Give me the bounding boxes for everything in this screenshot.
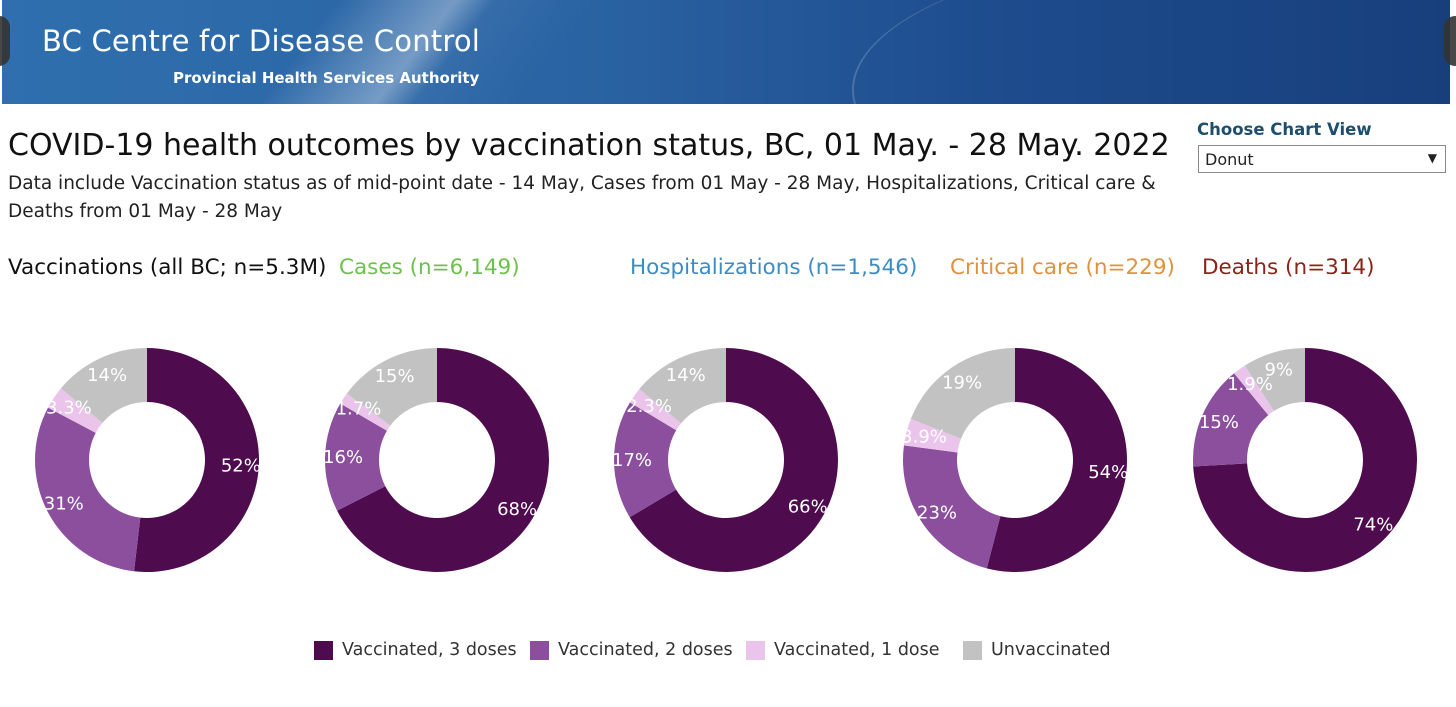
donut-label-vaccinated-3-doses: 74%: [1353, 515, 1393, 536]
legend-label: Unvaccinated: [991, 640, 1111, 660]
donut-label-unvaccinated: 19%: [942, 372, 982, 393]
legend-label: Vaccinated, 1 dose: [774, 640, 940, 660]
donut-label-vaccinated-3-doses: 68%: [497, 499, 537, 520]
donut-slice-vaccinated-3-doses[interactable]: [337, 348, 549, 572]
donut-chart-cases: 68% 16% 1.7% 15%: [323, 348, 549, 572]
donut-slice-vaccinated-2-doses[interactable]: [903, 445, 1001, 569]
legend-label: Vaccinated, 2 doses: [558, 640, 733, 660]
donut-chart-deaths: 74% 15% 1.9%9%: [1193, 348, 1417, 572]
legend-item-vax3: Vaccinated, 3 doses: [314, 640, 517, 660]
donut-chart-critical-care: 54% 23% 3.9% 19%: [901, 348, 1128, 572]
donut-label-vaccinated-2-doses: 17%: [612, 450, 652, 471]
legend-item-vax1: Vaccinated, 1 dose: [746, 640, 940, 660]
donut-label-vaccinated-1-dose: 3.3%: [46, 398, 92, 419]
page-subtitle: Data include Vaccination status as of mi…: [8, 173, 1156, 222]
previous-arrow-icon[interactable]: [0, 16, 10, 66]
donut-slice-unvaccinated[interactable]: [60, 348, 147, 423]
donut-label-vaccinated-2-doses: 16%: [323, 447, 363, 468]
donut-label-unvaccinated: 15%: [375, 366, 415, 387]
org-subtitle: Provincial Health Services Authority: [173, 69, 480, 87]
donut-label-vaccinated-3-doses: 54%: [1088, 462, 1128, 483]
header-banner: BC Centre for Disease Control Provincial…: [2, 0, 1450, 104]
chart-title-deaths: Deaths (n=314): [1202, 255, 1375, 280]
donut-slice-vaccinated-1-dose[interactable]: [340, 393, 391, 431]
donut-label-vaccinated-3-doses: 52%: [221, 455, 261, 476]
donut-label-vaccinated-2-doses: 15%: [1199, 412, 1239, 433]
donut-slice-vaccinated-3-doses[interactable]: [1193, 348, 1417, 572]
banner-decoration: [852, 0, 1450, 104]
legend-swatch: [314, 640, 333, 660]
donut-label-unvaccinated: 14%: [666, 365, 706, 386]
donut-slice-vaccinated-2-doses[interactable]: [614, 402, 677, 518]
donut-slice-vaccinated-1-dose[interactable]: [1234, 365, 1274, 416]
legend-item-unvax: Unvaccinated: [963, 640, 1111, 660]
legend-swatch: [530, 640, 549, 660]
donut-label-vaccinated-1-dose: 2.3%: [626, 396, 672, 417]
chart-title-hospitalizations: Hospitalizations (n=1,546): [630, 255, 918, 280]
donut-label-unvaccinated: 9%: [1264, 360, 1293, 381]
donut-label-unvaccinated: 14%: [87, 365, 127, 386]
donut-slice-vaccinated-1-dose[interactable]: [48, 388, 103, 433]
donut-label-vaccinated-1-dose: 1.9%: [1227, 374, 1273, 395]
donut-label-vaccinated-2-doses: 23%: [917, 503, 957, 524]
donut-label-vaccinated-1-dose: 1.7%: [336, 398, 382, 419]
donut-slice-vaccinated-3-doses[interactable]: [134, 348, 259, 572]
legend-swatch: [746, 640, 765, 660]
donut-slice-vaccinated-1-dose[interactable]: [629, 389, 682, 431]
donut-slice-unvaccinated[interactable]: [346, 348, 437, 426]
donut-chart-hospitalizations: 66% 17% 2.3% 14%: [612, 348, 838, 572]
chart-title-cases: Cases (n=6,149): [339, 255, 520, 280]
legend-item-vax2: Vaccinated, 2 doses: [530, 640, 733, 660]
donut-slice-vaccinated-1-dose[interactable]: [903, 418, 962, 453]
donut-slice-unvaccinated[interactable]: [639, 348, 726, 424]
chart-view-dropdown[interactable]: Donut ▼: [1198, 145, 1446, 173]
legend-label: Vaccinated, 3 doses: [342, 640, 517, 660]
chart-title-vaccinations: Vaccinations (all BC; n=5.3M): [8, 255, 327, 280]
donut-label-vaccinated-1-dose: 3.9%: [901, 426, 947, 447]
donut-slice-vaccinated-2-doses[interactable]: [1193, 373, 1269, 467]
donut-label-vaccinated-2-doses: 31%: [44, 494, 84, 515]
page-title: COVID-19 health outcomes by vaccination …: [8, 128, 1170, 163]
donut-slice-unvaccinated[interactable]: [910, 348, 1015, 439]
donut-slice-vaccinated-3-doses[interactable]: [986, 348, 1127, 572]
donut-chart-vaccinations: 52% 31% 3.3% 14%: [35, 348, 261, 572]
chart-view-selected: Donut: [1205, 150, 1254, 169]
donut-slice-vaccinated-2-doses[interactable]: [35, 407, 141, 572]
legend-swatch: [963, 640, 982, 660]
donut-slice-unvaccinated[interactable]: [1244, 348, 1305, 412]
org-name: BC Centre for Disease Control: [42, 24, 481, 58]
triangle-down-icon[interactable]: ▼: [1427, 151, 1437, 165]
next-arrow-icon[interactable]: [1444, 16, 1456, 66]
donut-label-vaccinated-3-doses: 66%: [788, 496, 828, 517]
chart-title-critical-care: Critical care (n=229): [950, 255, 1175, 280]
donut-slice-vaccinated-2-doses[interactable]: [325, 403, 387, 511]
chart-view-label: Choose Chart View: [1197, 120, 1372, 139]
donut-slice-vaccinated-3-doses[interactable]: [629, 348, 838, 572]
